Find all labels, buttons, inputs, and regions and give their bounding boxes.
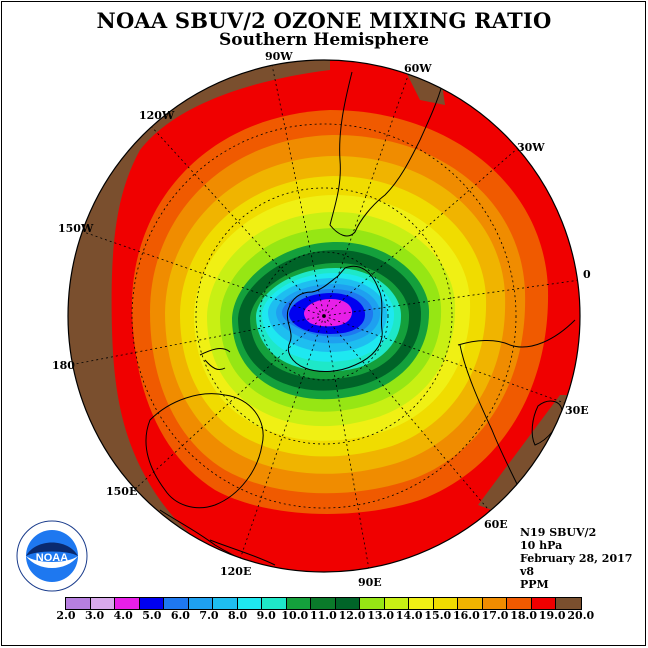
lon-label-120e: 120E	[220, 565, 252, 578]
map-boundary	[67, 59, 581, 573]
colorbar-ticks: 2.0 3.0 4.0 5.0 6.0 7.0 8.0 9.0 10.0 11.0 12.0 13.0…	[0, 609, 648, 623]
colorbar-swatch	[262, 598, 287, 609]
info-block: N19 SBUV/2 10 hPa February 28, 2017 v8 P…	[520, 526, 632, 591]
lon-label-0: 0	[583, 268, 591, 281]
colorbar-tick-label: 10.0	[281, 609, 309, 622]
colorbar-swatch	[335, 598, 360, 609]
colorbar-tick-label: 5.0	[142, 609, 162, 622]
africa-coast	[457, 319, 576, 491]
map-title: NOAA SBUV/2 OZONE MIXING RATIO	[96, 8, 552, 33]
antarctica-coast	[286, 265, 383, 373]
colorbar-tick-label: 20.0	[567, 609, 595, 622]
colorbar-swatch	[311, 598, 336, 609]
lon-label-30w: 30W	[517, 141, 545, 154]
version-label: v8	[520, 565, 535, 578]
colorbar	[65, 597, 582, 610]
colorbar-tick-label: 3.0	[85, 609, 105, 622]
new-zealand-coast	[199, 348, 231, 371]
lon-label-90w: 90W	[265, 50, 293, 63]
colorbar-swatch	[66, 598, 91, 609]
colorbar-tick-label: 4.0	[113, 609, 133, 622]
graticule	[69, 60, 580, 572]
lon-label-150e: 150E	[106, 485, 138, 498]
ozone-field	[68, 60, 580, 572]
colorbar-swatch	[188, 598, 213, 609]
colorbar-tick-label: 14.0	[395, 609, 423, 622]
pressure-level: 10 hPa	[520, 539, 563, 552]
colorbar-swatch	[409, 598, 434, 609]
colorbar-swatch	[507, 598, 532, 609]
noaa-logo: NOAA	[16, 520, 88, 592]
colorbar-swatch	[237, 598, 262, 609]
colorbar-tick-label: 19.0	[538, 609, 566, 622]
colorbar-tick-label: 16.0	[452, 609, 480, 622]
colorbar-swatch	[286, 598, 311, 609]
colorbar-swatch	[482, 598, 507, 609]
colorbar-swatch	[139, 598, 164, 609]
lon-label-60e: 60E	[484, 518, 508, 531]
colorbar-tick-label: 18.0	[510, 609, 537, 622]
colorbar-tick-label: 11.0	[309, 609, 337, 622]
satellite-label: N19 SBUV/2	[520, 526, 597, 539]
lon-label-150w: 150W	[58, 222, 94, 235]
colorbar-tick-label: 15.0	[424, 609, 452, 622]
colorbar-tick-label: 2.0	[56, 609, 76, 622]
lon-label-60w: 60W	[404, 62, 432, 75]
south-america-coast	[329, 71, 443, 237]
colorbar-swatch	[433, 598, 458, 609]
coastlines	[145, 71, 576, 572]
australia-coast	[145, 393, 264, 509]
colorbar-tick-label: 6.0	[170, 609, 190, 622]
lon-label-120w: 120W	[139, 109, 175, 122]
colorbar-tick-label: 8.0	[228, 609, 248, 622]
colorbar-swatch	[556, 598, 581, 609]
colorbar-swatch	[115, 598, 140, 609]
lon-label-90e: 90E	[358, 576, 382, 589]
noaa-logo-text: NOAA	[36, 552, 68, 564]
colorbar-tick-label: 17.0	[481, 609, 509, 622]
colorbar-tick-label: 12.0	[338, 609, 366, 622]
units-label: PPM	[520, 578, 549, 591]
colorbar-tick-label: 7.0	[199, 609, 219, 622]
field-20ppm-west	[68, 60, 330, 572]
colorbar-swatch	[458, 598, 483, 609]
colorbar-swatch	[90, 598, 115, 609]
lon-label-180: 180	[52, 359, 75, 372]
colorbar-swatch	[360, 598, 385, 609]
colorbar-tick-label: 9.0	[256, 609, 276, 622]
contour-bands	[131, 110, 549, 514]
colorbar-swatch	[213, 598, 238, 609]
map-subtitle: Southern Hemisphere	[219, 30, 429, 50]
date-label: February 28, 2017	[520, 552, 633, 565]
colorbar-swatch	[531, 598, 556, 609]
lon-label-30e: 30E	[565, 404, 589, 417]
colorbar-swatch	[384, 598, 409, 609]
colorbar-tick-label: 13.0	[367, 609, 394, 622]
colorbar-swatch	[164, 598, 189, 609]
